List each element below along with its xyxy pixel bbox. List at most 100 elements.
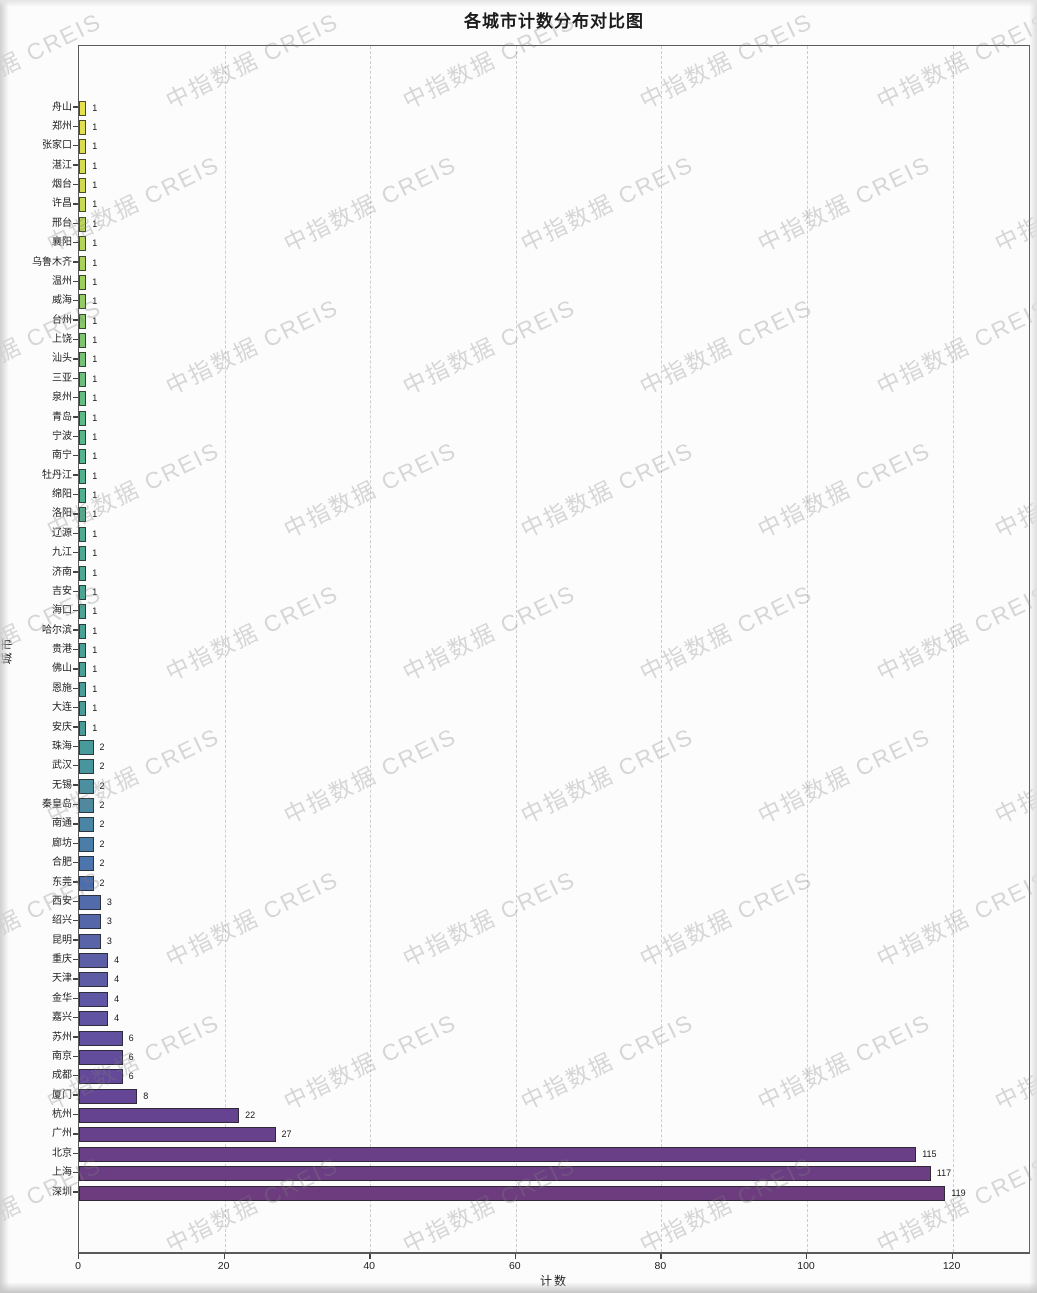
bar-西安 xyxy=(79,894,101,910)
bar-value-广州: 27 xyxy=(281,1129,292,1140)
city-label-洛阳: 洛阳 xyxy=(52,508,72,520)
y-tick-合肥 xyxy=(73,861,78,864)
gridline-x120 xyxy=(952,46,954,1252)
bar-温州 xyxy=(79,274,87,290)
gridline-x60 xyxy=(515,46,517,1252)
city-label-武汉: 武汉 xyxy=(52,760,72,772)
city-label-烟台: 烟台 xyxy=(52,179,72,190)
city-label-牡丹江: 牡丹江 xyxy=(42,469,72,481)
bar-value-珠海: 2 xyxy=(99,741,105,752)
y-tick-大连 xyxy=(73,706,78,709)
y-tick-南宁 xyxy=(73,455,78,457)
city-label-成都: 成都 xyxy=(52,1070,72,1082)
bar-大连 xyxy=(79,701,87,717)
city-label-邢台: 邢台 xyxy=(52,217,72,229)
bar-安庆 xyxy=(79,720,87,736)
bar-value-杭州: 22 xyxy=(245,1110,256,1120)
bar-value-深圳: 119 xyxy=(951,1187,966,1198)
bar-许昌 xyxy=(79,197,87,213)
y-tick-乌鲁木齐 xyxy=(73,261,78,263)
bar-成都 xyxy=(79,1069,123,1085)
city-label-海口: 海口 xyxy=(52,605,72,617)
bar-济南 xyxy=(79,565,87,581)
y-tick-天津 xyxy=(73,978,78,980)
city-label-青岛: 青岛 xyxy=(52,411,72,423)
y-tick-襄阳 xyxy=(73,241,78,244)
city-label-辽源: 辽源 xyxy=(52,527,72,539)
bar-绍兴 xyxy=(79,914,101,930)
y-tick-深圳 xyxy=(73,1191,78,1193)
gridline-x100 xyxy=(807,46,808,1252)
bar-牡丹江 xyxy=(79,468,87,484)
city-label-南通: 南通 xyxy=(52,818,72,830)
y-tick-邢台 xyxy=(73,222,78,224)
bar-value-武汉: 2 xyxy=(99,761,105,772)
x-tick-label-60: 60 xyxy=(508,1260,521,1272)
city-label-金华: 金华 xyxy=(52,992,72,1004)
bar-value-成都: 6 xyxy=(128,1071,134,1082)
city-label-温州: 温州 xyxy=(52,275,72,287)
bar-value-三亚: 1 xyxy=(92,373,98,384)
bar-value-南宁: 1 xyxy=(92,451,98,462)
x-tick-20 xyxy=(223,1254,225,1259)
bar-张家口 xyxy=(79,139,87,155)
city-label-郑州: 郑州 xyxy=(52,120,72,132)
y-tick-上海 xyxy=(73,1171,78,1174)
city-label-广州: 广州 xyxy=(52,1128,72,1140)
bar-北京 xyxy=(79,1146,917,1162)
x-tick-0 xyxy=(78,1254,80,1259)
y-tick-泉州 xyxy=(73,396,78,399)
chart-title: 各城市计数分布对比图 xyxy=(464,12,644,31)
bar-value-威海: 1 xyxy=(92,296,98,307)
bar-value-苏州: 6 xyxy=(128,1032,134,1043)
bar-威海 xyxy=(79,294,87,310)
city-label-西安: 西安 xyxy=(52,895,72,907)
city-label-南京: 南京 xyxy=(52,1050,72,1062)
bar-value-襄阳: 1 xyxy=(92,238,98,249)
bar-南通 xyxy=(79,817,94,833)
y-tick-南通 xyxy=(73,823,78,825)
y-tick-贵港 xyxy=(73,648,78,651)
gridline-x40 xyxy=(370,46,372,1252)
city-label-三亚: 三亚 xyxy=(52,372,72,384)
city-label-舟山: 舟山 xyxy=(52,101,72,113)
bar-value-安庆: 1 xyxy=(92,722,98,733)
city-label-北京: 北京 xyxy=(52,1147,72,1159)
city-label-合肥: 合肥 xyxy=(52,857,72,869)
city-label-安庆: 安庆 xyxy=(52,721,72,733)
bar-value-汕头: 1 xyxy=(92,354,98,365)
x-tick-60 xyxy=(514,1254,517,1259)
bar-value-绍兴: 3 xyxy=(106,916,112,927)
bar-value-佛山: 1 xyxy=(92,664,98,675)
y-tick-金华 xyxy=(73,997,78,999)
bar-重庆 xyxy=(79,953,109,968)
city-label-重庆: 重庆 xyxy=(52,954,72,965)
bar-天津 xyxy=(79,972,109,988)
x-tick-label-40: 40 xyxy=(363,1260,376,1272)
watermark-text: 中指数据 CREIS xyxy=(514,1289,698,1293)
city-label-绵阳: 绵阳 xyxy=(52,489,72,500)
bar-绵阳 xyxy=(79,488,87,503)
bar-泉州 xyxy=(79,391,87,407)
bar-烟台 xyxy=(79,178,87,193)
bar-value-牡丹江: 1 xyxy=(92,470,98,481)
bar-襄阳 xyxy=(79,236,87,252)
bar-value-烟台: 1 xyxy=(92,180,98,190)
city-label-许昌: 许昌 xyxy=(52,198,72,210)
y-tick-成都 xyxy=(73,1075,78,1077)
y-tick-苏州 xyxy=(73,1036,78,1038)
bar-value-天津: 4 xyxy=(114,974,120,985)
city-label-绍兴: 绍兴 xyxy=(52,915,72,927)
y-tick-佛山 xyxy=(73,668,78,670)
city-label-九江: 九江 xyxy=(52,547,72,559)
bar-宁波 xyxy=(79,429,87,445)
y-tick-廊坊 xyxy=(73,842,78,844)
city-label-乌鲁木齐: 乌鲁木齐 xyxy=(32,256,72,268)
y-tick-上饶 xyxy=(73,338,78,341)
bar-舟山 xyxy=(79,100,87,116)
y-tick-恩施 xyxy=(73,687,78,689)
city-label-泉州: 泉州 xyxy=(52,392,72,404)
watermark-text: 中指数据 CREIS xyxy=(751,1289,935,1293)
